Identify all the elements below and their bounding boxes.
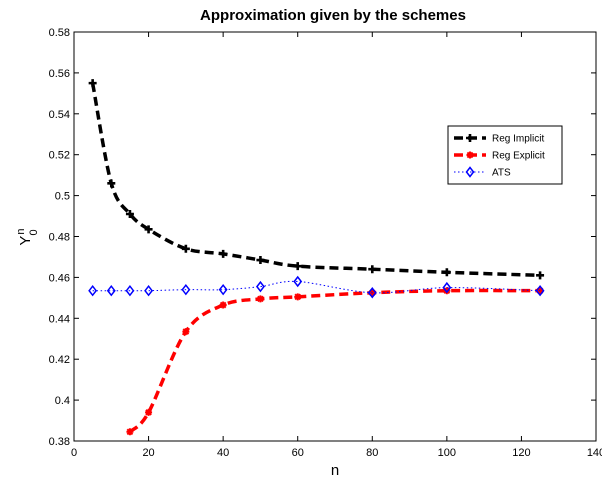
plot-area: [73, 31, 597, 442]
series-reg-implicit-point: [219, 249, 228, 258]
x-tick-label: 140: [587, 447, 602, 459]
y-tick-label: 0.52: [49, 150, 70, 162]
series-layer: [88, 79, 545, 436]
series-reg-implicit: [88, 79, 545, 280]
legend-entry-ats: ATS: [454, 166, 511, 179]
series-ats-point: [144, 284, 154, 297]
svg-text:Yn0: Yn0: [15, 228, 40, 245]
y-tick-label: 0.38: [49, 436, 70, 448]
y-tick-label: 0.56: [49, 68, 70, 80]
y-tick-label: 0.5: [55, 191, 70, 203]
series-reg-implicit-point: [256, 256, 265, 265]
x-tick-label: 0: [71, 447, 77, 459]
series-ats-point: [218, 283, 228, 296]
series-ats-point: [88, 284, 98, 297]
legend-entry-reg-implicit-label: Reg Implicit: [492, 134, 544, 145]
x-axis-label: n: [331, 462, 339, 479]
series-reg-explicit-point: [145, 408, 153, 416]
x-tick-label: 120: [512, 447, 530, 459]
series-ats-point: [181, 283, 191, 296]
x-tick-label: 40: [217, 447, 229, 459]
y-tick-label: 0.46: [49, 272, 70, 284]
legend-entry-reg-explicit-marker: [466, 151, 474, 159]
series-reg-implicit-point: [181, 244, 190, 253]
series-ats-point: [125, 284, 135, 297]
series-reg-explicit-point: [256, 295, 264, 303]
series-reg-implicit-point: [368, 265, 377, 274]
y-tick-label: 0.48: [49, 232, 70, 244]
y-axis-label-superscript: n: [15, 228, 27, 234]
x-tick-label: 80: [366, 447, 378, 459]
series-ats-point: [106, 284, 116, 297]
y-tick-label: 0.44: [49, 313, 70, 325]
series-ats-point: [367, 287, 377, 299]
series-reg-implicit-point: [125, 210, 134, 219]
y-tick-label: 0.4: [55, 395, 70, 407]
y-axis: 0.38 0.4 0.42 0.44 0.46 0.48 0.5 0.52 0.54 0.56 0.…: [49, 27, 596, 448]
series-reg-explicit-point: [443, 287, 451, 295]
y-axis-label-main: Y: [17, 236, 34, 246]
series-reg-implicit-point: [442, 268, 451, 277]
legend-entry-reg-explicit: Reg Explicit: [454, 151, 545, 162]
legend: Reg Implicit Reg Explicit ATS: [447, 125, 563, 185]
series-reg-implicit-point: [107, 179, 116, 188]
series-reg-explicit-point: [126, 428, 134, 436]
series-ats-point: [293, 275, 303, 288]
series-reg-explicit-point: [219, 301, 227, 309]
y-axis-label-subscript: 0: [28, 229, 40, 235]
series-reg-implicit-point: [144, 225, 153, 234]
legend-entry-ats-label: ATS: [492, 168, 511, 179]
x-tick-label: 100: [438, 447, 456, 459]
legend-entry-reg-explicit-label: Reg Explicit: [492, 151, 545, 162]
series-reg-explicit-point: [294, 293, 302, 301]
series-reg-implicit-point: [293, 262, 302, 271]
series-ats-point: [255, 280, 265, 293]
y-tick-label: 0.54: [49, 109, 70, 121]
legend-entry-reg-implicit: Reg Implicit: [454, 134, 544, 145]
series-ats-point: [442, 281, 452, 294]
y-tick-label: 0.58: [49, 27, 70, 39]
series-reg-implicit-point: [88, 79, 97, 88]
series-reg-implicit-point: [536, 271, 545, 280]
y-tick-label: 0.42: [49, 354, 70, 366]
series-ats: [88, 275, 545, 299]
series-ats-point: [535, 284, 545, 297]
x-tick-label: 20: [142, 447, 154, 459]
chart-title: Approximation given by the schemes: [200, 7, 466, 24]
y-axis-label: Yn0: [15, 228, 40, 245]
legend-entry-ats-marker: [465, 166, 475, 178]
x-axis: 0 20 40 60 80 100 120 140: [71, 32, 602, 459]
legend-entry-reg-implicit-marker: [466, 134, 474, 142]
x-tick-label: 60: [292, 447, 304, 459]
series-reg-explicit-point: [182, 328, 190, 336]
